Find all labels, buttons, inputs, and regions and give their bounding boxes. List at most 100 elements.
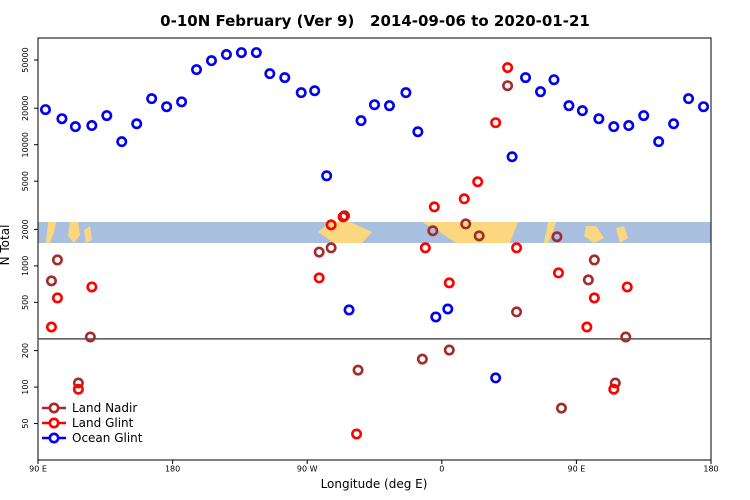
point [351, 428, 363, 440]
point [520, 72, 532, 84]
point [511, 306, 523, 318]
x-tick-label: 180 [165, 465, 180, 474]
point [621, 281, 633, 293]
point [264, 68, 276, 80]
plot-frame [37, 37, 712, 461]
point [51, 292, 63, 304]
point [383, 100, 395, 112]
point [325, 219, 337, 231]
point [668, 118, 680, 130]
y-tick-label: 20000 [21, 96, 30, 121]
point [86, 281, 98, 293]
point [563, 100, 575, 112]
point [39, 104, 51, 116]
point [101, 110, 113, 122]
legend-label: Land Glint [72, 416, 134, 430]
point [337, 211, 349, 223]
point [443, 344, 455, 356]
point [593, 113, 605, 125]
point [400, 87, 412, 99]
point [343, 304, 355, 316]
chart-title: 0-10N February (Ver 9) 2014-09-06 to 202… [160, 12, 590, 30]
x-tick-label: 90 E [568, 465, 586, 474]
point [548, 74, 560, 86]
point [279, 72, 291, 84]
legend-marker [48, 432, 60, 444]
point [368, 99, 380, 111]
point [355, 115, 367, 127]
point [458, 193, 470, 205]
point [309, 85, 321, 97]
point [412, 126, 424, 138]
point [490, 372, 502, 384]
point [473, 230, 485, 242]
y-tick-label: 2000 [21, 219, 30, 239]
point [588, 292, 600, 304]
point [220, 49, 232, 61]
y-tick-label: 1000 [21, 256, 30, 276]
y-tick-label: 100 [21, 379, 30, 394]
point [69, 121, 81, 133]
x-tick-label: 90 W [297, 465, 318, 474]
point [428, 201, 440, 213]
point [427, 225, 439, 237]
point [620, 331, 632, 343]
point [623, 120, 635, 132]
point [205, 55, 217, 67]
point [131, 118, 143, 130]
x-axis-label: Longitude (deg E) [321, 477, 428, 491]
point [250, 47, 262, 59]
point [313, 272, 325, 284]
point [321, 170, 333, 182]
legend-label: Ocean Glint [72, 431, 143, 445]
point [86, 120, 98, 132]
x-tick-label: 0 [439, 465, 444, 474]
point [72, 383, 84, 395]
x-tick-label: 90 E [29, 465, 47, 474]
map-band [38, 222, 711, 243]
point [443, 277, 455, 289]
point [235, 47, 247, 59]
point [555, 402, 567, 414]
point [609, 377, 621, 389]
point [116, 136, 128, 148]
y-tick-label: 10000 [21, 132, 30, 157]
point [442, 303, 454, 315]
point [511, 242, 523, 254]
point [419, 242, 431, 254]
point [502, 62, 514, 74]
point [638, 110, 650, 122]
y-axis-label: N Total [0, 225, 12, 266]
legend-label: Land Nadir [72, 401, 137, 415]
point [352, 364, 364, 376]
point [313, 246, 325, 258]
point [582, 274, 594, 286]
point [506, 151, 518, 163]
point [416, 353, 428, 365]
y-tick-label: 200 [21, 343, 30, 358]
point [460, 218, 472, 230]
x-tick-label: 180 [703, 465, 718, 474]
point [325, 242, 337, 254]
point [472, 176, 484, 188]
point [608, 383, 620, 395]
point [535, 86, 547, 98]
point [576, 105, 588, 117]
point [581, 321, 593, 333]
point [698, 101, 710, 113]
point [588, 254, 600, 266]
point [551, 231, 563, 243]
point [84, 331, 96, 343]
point [146, 93, 158, 105]
point [191, 64, 203, 76]
y-tick-label: 500 [21, 295, 30, 310]
point [176, 96, 188, 108]
point [683, 93, 695, 105]
point [161, 101, 173, 113]
point [552, 267, 564, 279]
y-tick-label: 50000 [21, 47, 30, 72]
point [295, 87, 307, 99]
y-tick-label: 50 [21, 418, 30, 428]
point [430, 311, 442, 323]
